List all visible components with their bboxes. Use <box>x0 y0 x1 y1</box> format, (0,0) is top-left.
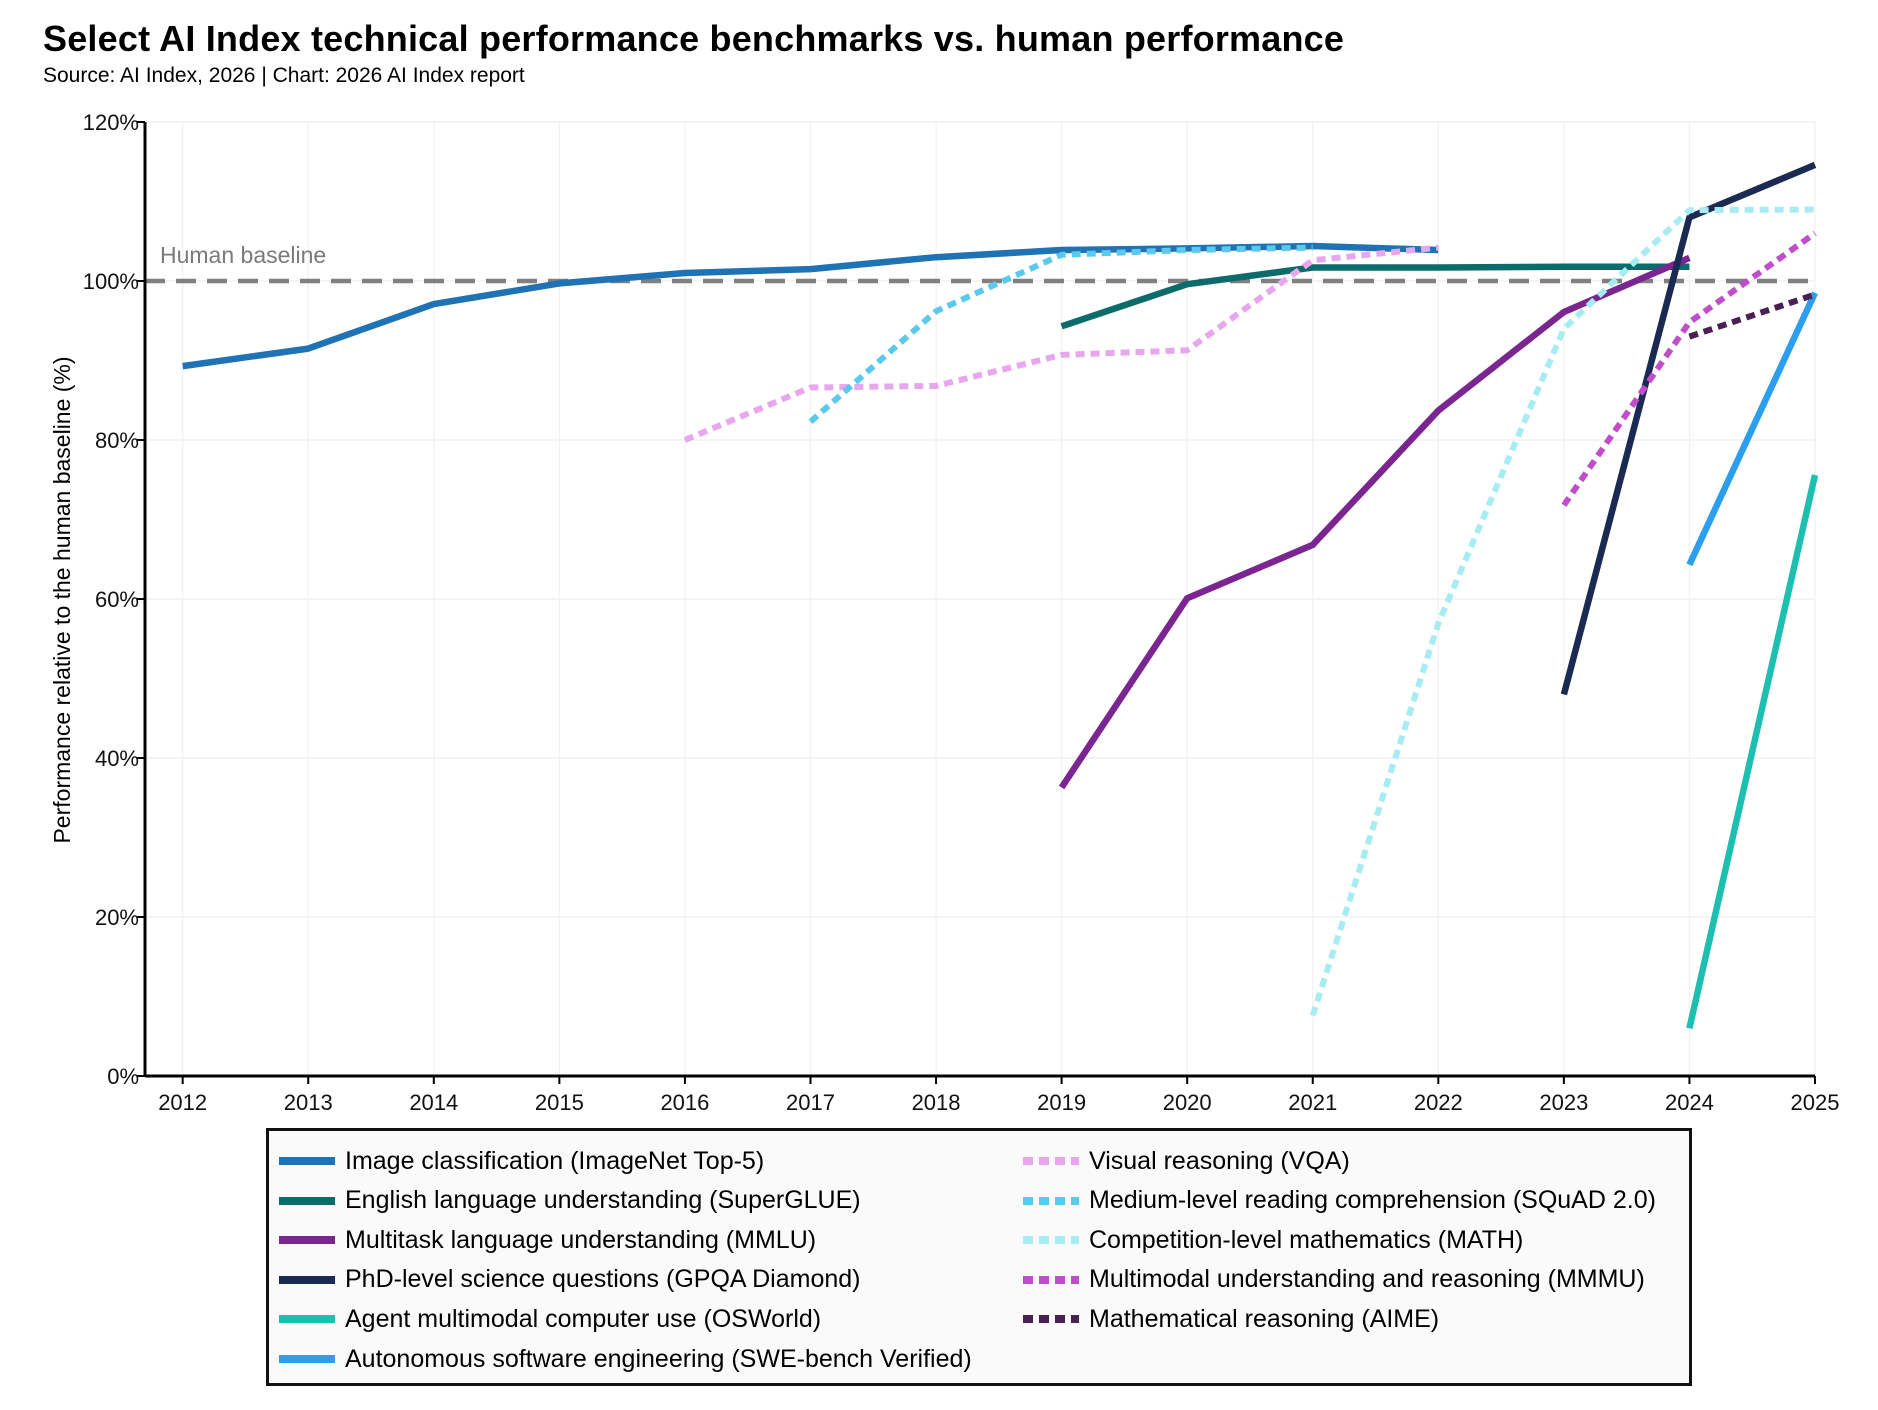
legend-label: Multitask language understanding (MMLU) <box>345 1225 817 1254</box>
legend-swatch <box>279 1236 335 1245</box>
legend-item: Multitask language understanding (MMLU) <box>279 1222 816 1258</box>
legend-label: PhD-level science questions (GPQA Diamon… <box>345 1265 861 1294</box>
legend-item: Agent multimodal computer use (OSWorld) <box>279 1301 821 1337</box>
x-tick-label: 2014 <box>409 1090 458 1115</box>
legend-swatch <box>279 1355 335 1363</box>
x-tick-label: 2022 <box>1414 1090 1463 1115</box>
legend-item: Visual reasoning (VQA) <box>1023 1143 1350 1179</box>
legend-label: Medium-level reading comprehension (SQuA… <box>1089 1186 1656 1215</box>
legend-swatch <box>1023 1196 1079 1205</box>
legend-item: Mathematical reasoning (AIME) <box>1023 1301 1439 1337</box>
chart-subtitle: Source: AI Index, 2026 | Chart: 2026 AI … <box>43 64 525 87</box>
y-tick-label: 120% <box>83 110 139 135</box>
x-tick-label: 2020 <box>1163 1090 1212 1115</box>
legend-item: Autonomous software engineering (SWE-ben… <box>279 1341 972 1377</box>
legend-item: Multimodal understanding and reasoning (… <box>1023 1262 1645 1298</box>
legend-swatch <box>279 1275 335 1284</box>
y-tick-label: 60% <box>95 587 139 612</box>
x-tick-label: 2016 <box>660 1090 709 1115</box>
legend-swatch <box>1023 1157 1079 1165</box>
x-tick-label: 2025 <box>1791 1090 1840 1115</box>
x-tick-label: 2023 <box>1539 1090 1588 1115</box>
legend-item: Image classification (ImageNet Top-5) <box>279 1143 764 1179</box>
legend-swatch <box>1023 1236 1079 1245</box>
human-baseline-label: Human baseline <box>160 242 326 268</box>
legend-swatch <box>279 1196 335 1205</box>
axis-ticks: 0% 20% 40% 60% 80% 100% 120% 2012 2013 2014 2015 20… <box>83 110 1840 1115</box>
series-line-9 <box>1309 206 1816 1017</box>
series-line-5 <box>1686 474 1819 1030</box>
legend: Image classification (ImageNet Top-5) Eng… <box>266 1128 1692 1386</box>
legend-label: Agent multimodal computer use (OSWorld) <box>345 1304 822 1333</box>
x-tick-label: 2018 <box>912 1090 961 1115</box>
series-line-4 <box>1560 161 1817 696</box>
y-axis-label: Performance relative to the human baseli… <box>49 356 75 843</box>
x-tick-label: 2017 <box>786 1090 835 1115</box>
series-line-11 <box>1688 291 1816 340</box>
y-tick-label: 100% <box>83 269 139 294</box>
x-tick-label: 2021 <box>1288 1090 1337 1115</box>
y-tick-label: 80% <box>95 428 139 453</box>
y-tick-label: 0% <box>107 1064 139 1089</box>
legend-label: Visual reasoning (VQA) <box>1089 1146 1350 1175</box>
legend-label: Multimodal understanding and reasoning (… <box>1089 1265 1645 1294</box>
legend-label: Autonomous software engineering (SWE-ben… <box>345 1344 972 1373</box>
legend-label: English language understanding (SuperGLU… <box>345 1186 861 1215</box>
series-line-8 <box>808 244 1313 424</box>
legend-item: Competition-level mathematics (MATH) <box>1023 1222 1523 1258</box>
legend-swatch <box>1023 1315 1079 1324</box>
chart-title: Select AI Index technical performance be… <box>43 18 1345 59</box>
x-tick-label: 2012 <box>158 1090 207 1115</box>
legend-swatch <box>279 1315 335 1324</box>
x-tick-label: 2019 <box>1037 1090 1086 1115</box>
legend-item: PhD-level science questions (GPQA Diamon… <box>279 1262 861 1298</box>
legend-swatch <box>1023 1275 1079 1284</box>
x-tick-label: 2015 <box>535 1090 584 1115</box>
legend-item: English language understanding (SuperGLU… <box>279 1183 861 1219</box>
legend-label: Image classification (ImageNet Top-5) <box>345 1146 765 1175</box>
legend-label: Competition-level mathematics (MATH) <box>1089 1225 1524 1254</box>
series-line-7 <box>683 244 1439 443</box>
x-tick-label: 2024 <box>1665 1090 1714 1115</box>
series-line-6 <box>1686 291 1818 567</box>
y-tick-label: 20% <box>95 905 139 930</box>
human-baseline: Human baseline <box>145 242 1815 284</box>
y-tick-label: 40% <box>95 746 139 771</box>
series-lines <box>182 161 1819 1030</box>
legend-label: Mathematical reasoning (AIME) <box>1089 1304 1440 1333</box>
series-line-2 <box>1060 263 1690 330</box>
x-tick-label: 2013 <box>284 1090 333 1115</box>
legend-swatch <box>279 1157 335 1165</box>
legend-item: Medium-level reading comprehension (SQuA… <box>1023 1183 1656 1219</box>
series-line-3 <box>1058 254 1691 790</box>
